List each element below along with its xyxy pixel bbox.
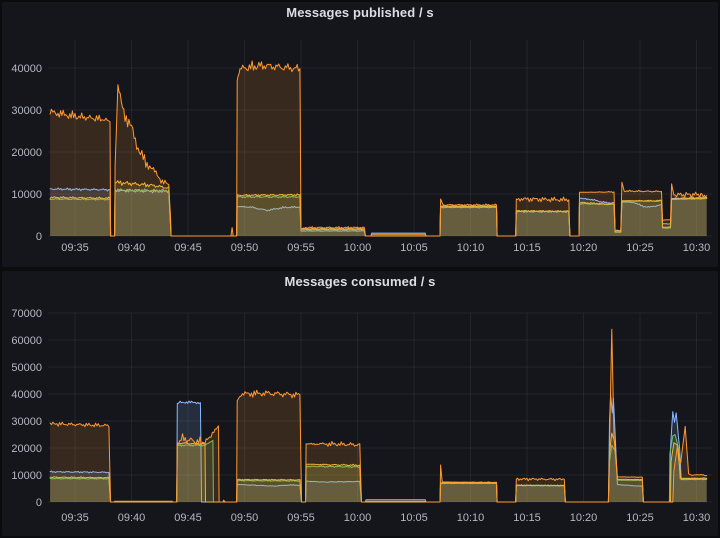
plot-area[interactable] bbox=[49, 60, 708, 237]
y-tick-label: 20000 bbox=[11, 147, 42, 159]
panel-messages-consumed: Messages consumed / s 0 10000 20000 30000 40… bbox=[0, 269, 720, 538]
y-tick-label: 0 bbox=[36, 497, 42, 509]
grid-lines bbox=[48, 312, 712, 503]
x-tick-label: 09:50 bbox=[231, 512, 259, 524]
x-tick-label: 09:50 bbox=[231, 242, 259, 254]
series-area-yellow bbox=[50, 433, 707, 502]
series-line-orange bbox=[49, 328, 708, 503]
plot-area[interactable] bbox=[49, 328, 708, 503]
y-tick-label: 40000 bbox=[11, 63, 42, 75]
y-tick-label: 0 bbox=[36, 231, 42, 243]
y-tick-label: 70000 bbox=[11, 308, 42, 320]
axis-labels: 0 10000 20000 30000 40000 50000 60000 70000 09:3… bbox=[11, 308, 710, 524]
x-tick-label: 10:10 bbox=[457, 242, 485, 254]
x-tick-label: 10:25 bbox=[626, 242, 654, 254]
series-area-blue bbox=[50, 395, 707, 502]
x-tick-label: 10:00 bbox=[344, 512, 372, 524]
x-tick-label: 09:55 bbox=[287, 512, 315, 524]
x-tick-label: 10:30 bbox=[683, 242, 711, 254]
series-line-yellow bbox=[49, 180, 708, 237]
series-area-orange bbox=[50, 329, 707, 502]
panel-background bbox=[2, 271, 718, 536]
series-area-green bbox=[50, 434, 707, 502]
x-tick-label: 10:05 bbox=[400, 512, 428, 524]
x-tick-label: 10:15 bbox=[513, 512, 541, 524]
x-tick-label: 09:40 bbox=[118, 242, 146, 254]
series-area-green bbox=[50, 188, 707, 236]
x-tick-label: 09:35 bbox=[61, 512, 89, 524]
panel-title-consumed[interactable]: Messages consumed / s bbox=[284, 274, 436, 289]
x-tick-label: 10:25 bbox=[626, 512, 654, 524]
panel-title-published[interactable]: Messages published / s bbox=[286, 5, 434, 20]
series-area-yellow bbox=[50, 180, 707, 236]
x-tick-label: 10:00 bbox=[344, 242, 372, 254]
x-tick-label: 10:15 bbox=[513, 242, 541, 254]
series-line-orange bbox=[49, 60, 708, 237]
series-line-blue bbox=[49, 187, 708, 237]
y-tick-label: 10000 bbox=[11, 470, 42, 482]
y-tick-label: 30000 bbox=[11, 105, 42, 117]
series-area-blue bbox=[50, 188, 707, 236]
y-tick-label: 60000 bbox=[11, 335, 42, 347]
x-tick-label: 10:10 bbox=[457, 512, 485, 524]
y-tick-label: 30000 bbox=[11, 416, 42, 428]
y-tick-label: 40000 bbox=[11, 389, 42, 401]
timeseries-chart-consumed[interactable]: 0 10000 20000 30000 40000 50000 60000 70000 09:3… bbox=[0, 269, 720, 538]
y-tick-label: 50000 bbox=[11, 362, 42, 374]
timeseries-chart-published[interactable]: 0 10000 20000 30000 40000 09:35 09:40 09:45 09:5… bbox=[0, 0, 720, 269]
x-tick-label: 09:35 bbox=[61, 242, 89, 254]
x-tick-label: 09:45 bbox=[174, 512, 202, 524]
x-tick-label: 10:30 bbox=[683, 512, 711, 524]
axis-labels: 0 10000 20000 30000 40000 09:35 09:40 09:45 09:5… bbox=[11, 63, 710, 254]
grid-lines bbox=[48, 40, 712, 237]
x-tick-label: 09:55 bbox=[287, 242, 315, 254]
x-tick-label: 10:20 bbox=[570, 242, 598, 254]
y-tick-label: 20000 bbox=[11, 443, 42, 455]
x-tick-label: 10:20 bbox=[570, 512, 598, 524]
y-tick-label: 10000 bbox=[11, 189, 42, 201]
x-tick-label: 10:05 bbox=[400, 242, 428, 254]
x-tick-label: 09:40 bbox=[118, 512, 146, 524]
series-area-orange bbox=[50, 61, 707, 236]
panel-messages-published: Messages published / s 0 10000 20000 30000 4… bbox=[0, 0, 720, 269]
x-tick-label: 09:45 bbox=[174, 242, 202, 254]
